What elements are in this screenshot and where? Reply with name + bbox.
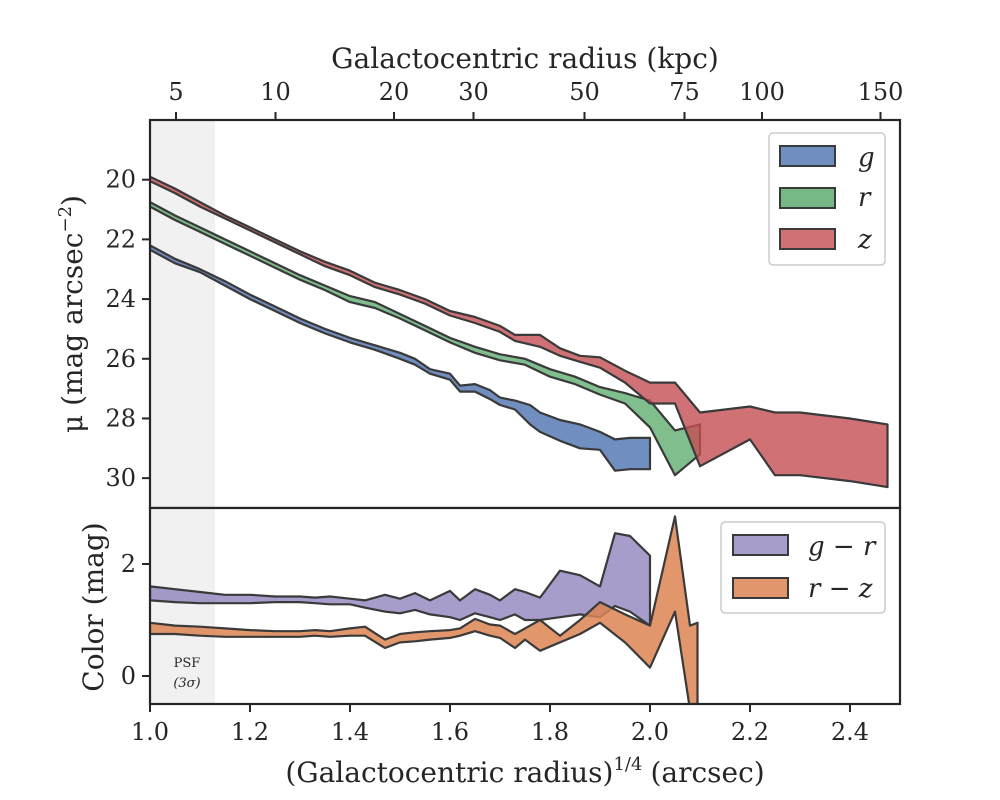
- legend-label-z: z: [857, 225, 872, 255]
- y-tick-label: 28: [105, 404, 136, 432]
- x-tick-label: 1.0: [131, 718, 169, 746]
- legend-top: g r z: [768, 132, 886, 266]
- x-tick-label: 1.8: [531, 718, 569, 746]
- x-tick-label: 2.2: [731, 718, 769, 746]
- bottom-x-ticks: 1.0 1.2 1.4 1.6 1.8 2.0 2.2 2.4: [131, 704, 869, 746]
- legend-swatch-g: [779, 145, 836, 167]
- legend-bottom: g − r r − z: [720, 521, 886, 614]
- legend-label-r-z: r − z: [808, 574, 873, 604]
- series-band-z: [150, 175, 889, 489]
- y-tick-label: 22: [105, 225, 136, 253]
- x-tick-label: 1.2: [231, 718, 269, 746]
- psf-region-bottom: [150, 508, 215, 704]
- y-tick-label: 2: [121, 550, 136, 578]
- y-tick-label: 24: [105, 285, 136, 313]
- legend-swatch-r-z: [732, 577, 789, 599]
- top-kpc-ticks: 5 10 20 30 50 75 100 150: [168, 78, 903, 120]
- top-axis-label: Galactocentric radius (kpc): [331, 42, 719, 75]
- kpc-tick-label: 150: [858, 78, 904, 106]
- kpc-tick-label: 5: [168, 78, 183, 106]
- legend-label-g-r: g − r: [808, 532, 877, 562]
- y-tick-label: 26: [105, 345, 136, 373]
- series-band-g: [150, 244, 652, 472]
- surface-brightness-panel: 20 22 24 26 28 30 5 10 20 30 50 75 100 150 g r z: [105, 78, 903, 510]
- color-panel: 02 1.0 1.2 1.4 1.6 1.8 2.0 2.2 2.4 PSF (3σ) g −…: [121, 506, 902, 746]
- x-tick-label: 2.0: [631, 718, 669, 746]
- top-y-ticks: 20 22 24 26 28 30: [105, 166, 150, 492]
- bottom-y-ticks: 02: [121, 550, 150, 690]
- kpc-tick-label: 50: [569, 78, 600, 106]
- kpc-tick-label: 30: [458, 78, 489, 106]
- legend-label-r: r: [858, 183, 872, 213]
- series-band-r-minus-z: [150, 515, 699, 704]
- y-tick-label: 0: [121, 662, 136, 690]
- bottom-panel-frame: [148, 506, 902, 706]
- bottom-x-axis-label: (Galactocentric radius)1/4 (arcsec): [285, 754, 764, 789]
- top-series-group: [150, 175, 889, 489]
- y-tick-label: 30: [105, 464, 136, 492]
- kpc-tick-label: 100: [739, 78, 785, 106]
- x-tick-label: 1.6: [431, 718, 469, 746]
- bottom-y-axis-label: Color (mag): [77, 522, 110, 691]
- legend-swatch-z: [779, 228, 836, 250]
- kpc-tick-label: 75: [669, 78, 700, 106]
- x-tick-label: 1.4: [331, 718, 369, 746]
- legend-label-g: g: [858, 143, 875, 173]
- kpc-tick-label: 20: [379, 78, 410, 106]
- y-tick-label: 20: [105, 166, 136, 194]
- psf-label-line2: (3σ): [173, 676, 200, 691]
- legend-swatch-r: [779, 187, 836, 209]
- legend-swatch-g-r: [732, 534, 789, 556]
- x-tick-label: 2.4: [831, 718, 869, 746]
- bottom-series-group: [150, 515, 699, 704]
- psf-label-line1: PSF: [174, 656, 201, 671]
- top-y-axis-label: μ (mag arcsec−2): [55, 195, 89, 433]
- psf-region-top: [150, 120, 215, 508]
- kpc-tick-label: 10: [260, 78, 291, 106]
